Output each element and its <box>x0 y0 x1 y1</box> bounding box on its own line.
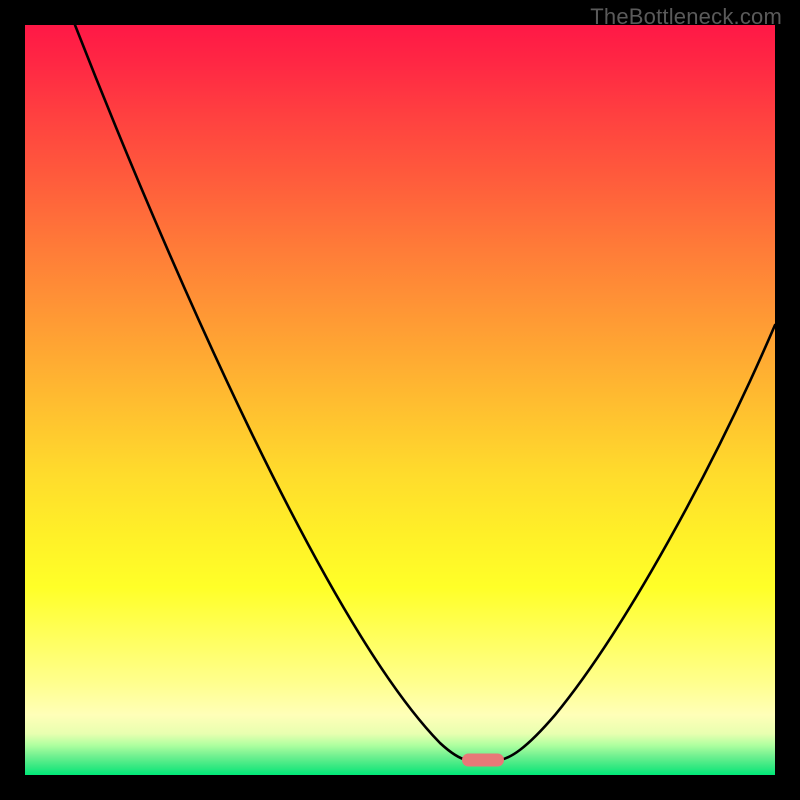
watermark-text: TheBottleneck.com <box>590 4 782 30</box>
chart-container: TheBottleneck.com <box>0 0 800 800</box>
chart-svg <box>25 25 775 775</box>
plot-area <box>25 25 775 775</box>
minimum-marker <box>462 754 504 767</box>
plot-background <box>25 25 775 775</box>
